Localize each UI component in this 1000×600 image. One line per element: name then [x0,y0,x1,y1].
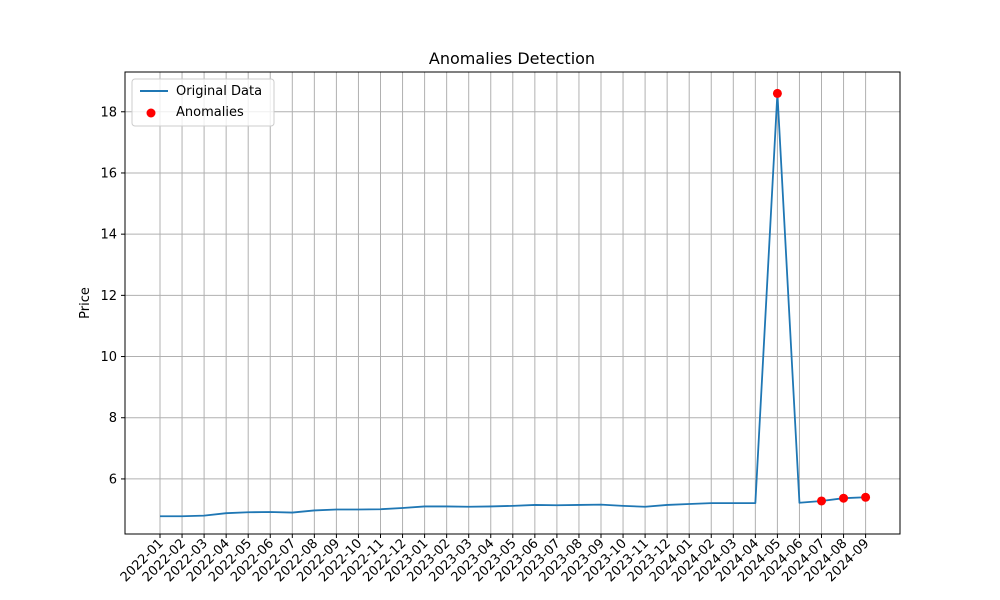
y-axis-label: Price [78,287,93,319]
grid-layer [125,72,900,534]
y-tick-label: 6 [109,472,117,487]
y-tick-label: 8 [109,411,117,426]
y-tick-label: 10 [100,350,117,365]
series-line-original-data [160,92,866,518]
chart-title: Anomalies Detection [429,49,595,68]
anomaly-point [839,493,849,503]
y-tick-label: 12 [100,289,117,304]
y-tick-label: 18 [100,105,117,120]
legend-dot-swatch [146,108,156,118]
y-tick-label: 16 [100,166,117,181]
y-tick-label: 14 [100,228,117,243]
anomaly-point [772,88,782,98]
anomaly-point [817,496,826,506]
anomaly-point [861,492,871,502]
legend-label-original-data: Original Data [176,84,262,99]
legend: Original Data Anomalies [131,78,275,127]
legend-label-anomalies: Anomalies [176,105,244,120]
series-layer [160,88,871,518]
axes-layer: 6810121416182022-012022-022022-032022-04… [100,71,901,585]
